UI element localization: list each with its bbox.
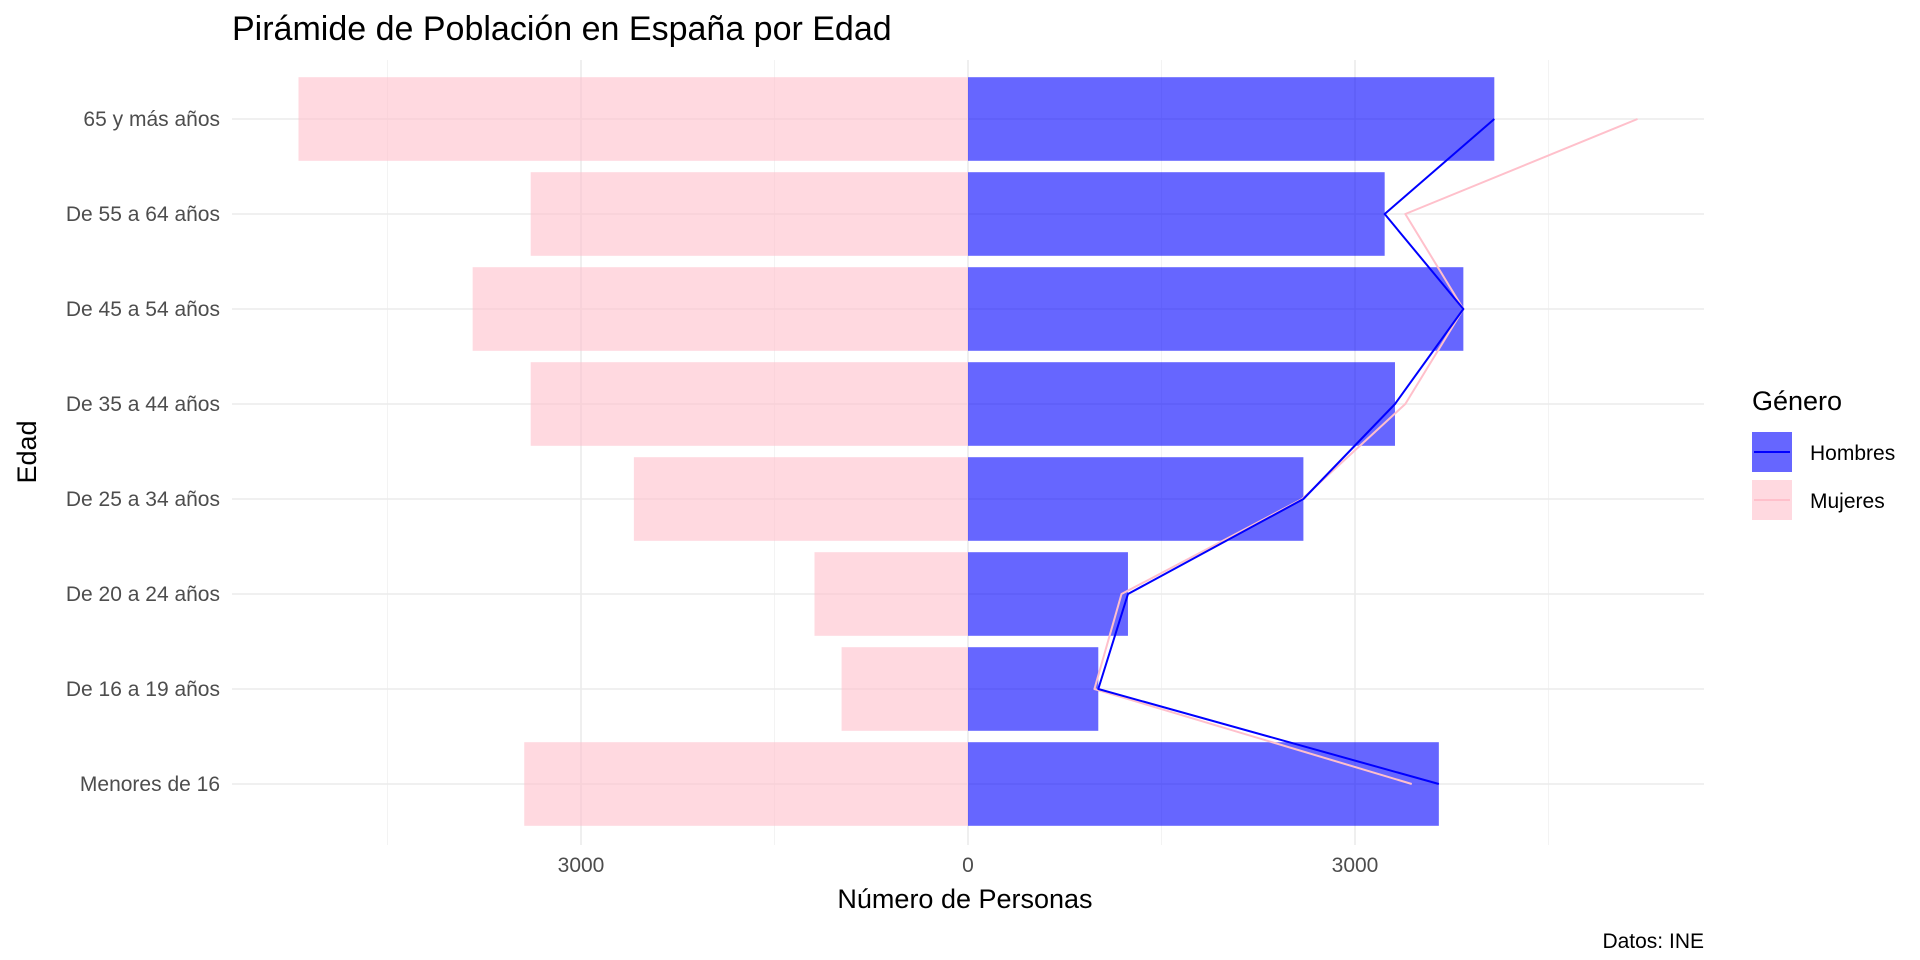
legend-keys xyxy=(1752,432,1792,520)
legend-title: Género xyxy=(1752,386,1842,416)
legend-label-mujeres: Mujeres xyxy=(1810,490,1885,513)
series-line-mujeres xyxy=(1093,118,1638,785)
y-tick-label: De 35 a 44 años xyxy=(66,393,220,416)
y-tick-label: De 16 a 19 años xyxy=(66,678,220,701)
x-axis-title: Número de Personas xyxy=(837,884,1092,914)
bar-hombres xyxy=(968,552,1128,636)
bar-mujeres xyxy=(524,742,968,826)
legend-label-hombres: Hombres xyxy=(1810,442,1895,465)
x-tick-label: 0 xyxy=(962,854,974,877)
series-line-hombres xyxy=(1097,118,1495,785)
y-tick-label: De 55 a 64 años xyxy=(66,203,220,226)
bars xyxy=(298,77,1495,826)
y-tick-label: Menores de 16 xyxy=(80,773,220,796)
bar-hombres xyxy=(968,172,1385,256)
bar-hombres xyxy=(968,77,1495,161)
chart-title: Pirámide de Población en España por Edad xyxy=(232,10,892,48)
bar-mujeres xyxy=(633,457,968,541)
bar-mujeres xyxy=(841,647,968,731)
series-lines xyxy=(1093,118,1638,785)
x-tick-labels: 3000 0 3000 xyxy=(558,854,1379,877)
y-tick-label: 65 y más años xyxy=(83,108,220,131)
bar-mujeres xyxy=(814,552,968,636)
y-tick-label: De 20 a 24 años xyxy=(66,583,220,606)
x-tick-label: 3000 xyxy=(558,854,605,877)
bar-hombres xyxy=(968,457,1304,541)
bar-hombres xyxy=(968,742,1439,826)
bar-hombres xyxy=(968,647,1099,731)
bar-mujeres xyxy=(472,267,968,351)
bar-mujeres xyxy=(298,77,968,161)
y-tick-label: De 45 a 54 años xyxy=(66,298,220,321)
caption: Datos: INE xyxy=(1602,930,1704,953)
bar-hombres xyxy=(968,362,1395,446)
bar-mujeres xyxy=(530,362,968,446)
y-tick-labels: Menores de 16 De 16 a 19 años De 20 a 24 a… xyxy=(66,108,220,796)
y-tick-label: De 25 a 34 años xyxy=(66,488,220,511)
y-axis-title: Edad xyxy=(12,420,42,483)
legend: Género Hombres Mujeres xyxy=(1752,386,1895,520)
x-tick-label: 3000 xyxy=(1332,854,1379,877)
bar-mujeres xyxy=(530,172,968,256)
bar-hombres xyxy=(968,267,1464,351)
